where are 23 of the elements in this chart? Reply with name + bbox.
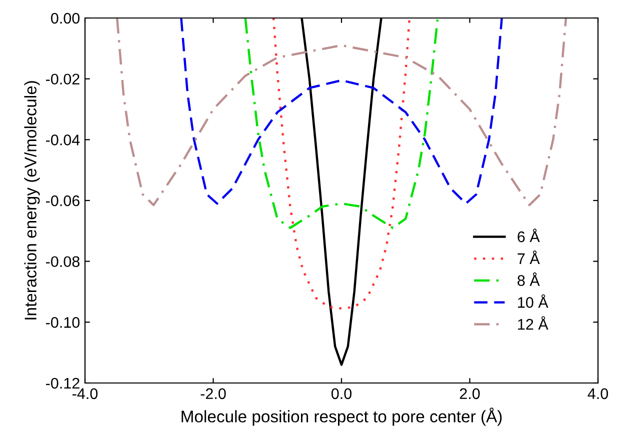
x-axis-title: Molecule position respect to pore center (Å) bbox=[182, 408, 502, 426]
y-tick-label: -0.02 bbox=[46, 74, 80, 85]
line-series bbox=[116, 18, 568, 206]
legend-label: 10 Å bbox=[518, 294, 548, 308]
x-tick-label: 2.0 bbox=[460, 388, 480, 400]
y-tick-label: -0.06 bbox=[46, 195, 80, 206]
line-series bbox=[272, 18, 411, 310]
x-tick-label: -2.0 bbox=[200, 388, 226, 400]
y-tick-label: -0.04 bbox=[46, 134, 80, 146]
y-axis-title: Interaction energy (eV/molecule) bbox=[24, 81, 40, 320]
line-series bbox=[244, 18, 439, 229]
x-tick-label: -4.0 bbox=[72, 388, 98, 400]
line-series bbox=[180, 18, 503, 205]
legend-label: 8 Å bbox=[518, 272, 540, 286]
x-tick-label: 0.0 bbox=[331, 388, 352, 400]
y-tick-label: -0.08 bbox=[46, 256, 80, 268]
x-tick-label: 4.0 bbox=[588, 388, 608, 400]
legend-label: 6 Å bbox=[518, 228, 540, 242]
y-tick-label: -0.10 bbox=[46, 317, 80, 328]
legend-label: 12 Å bbox=[518, 316, 548, 330]
y-tick-label: 0.00 bbox=[51, 12, 80, 24]
y-tick-label: -0.12 bbox=[46, 378, 80, 389]
legend-label: 7 Å bbox=[518, 250, 540, 264]
